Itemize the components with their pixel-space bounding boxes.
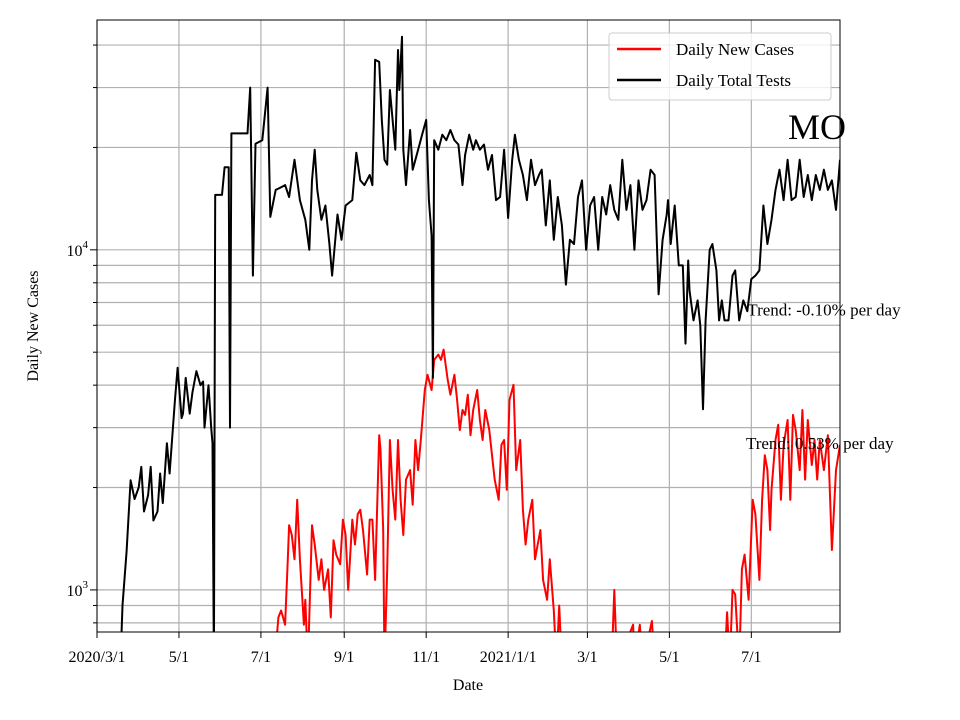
x-tick-label: 2021/1/1 xyxy=(480,649,537,666)
x-tick-label: 3/1 xyxy=(577,649,597,666)
chart-annotation-title: MO xyxy=(788,107,846,147)
x-tick-label: 2020/3/1 xyxy=(69,649,126,666)
legend-label-cases: Daily New Cases xyxy=(676,40,794,59)
legend-box xyxy=(608,32,832,101)
y-axis-label: Daily New Cases xyxy=(25,270,42,381)
plot-frame xyxy=(96,19,841,633)
x-axis-label: Date xyxy=(453,677,483,694)
series-line-daily-total-tests xyxy=(120,35,840,632)
trend-annotation: Trend: -0.10% per day xyxy=(747,301,901,320)
y-tick-label: 104 xyxy=(67,239,89,260)
x-tick-label: 7/1 xyxy=(251,649,271,666)
legend-label-tests: Daily Total Tests xyxy=(676,71,791,90)
trend-annotations: Trend: -0.10% per day Trend: 0.53% per da… xyxy=(746,301,901,453)
x-tick-label: 9/1 xyxy=(334,649,354,666)
grid xyxy=(96,20,840,632)
series-line-daily-new-cases xyxy=(276,348,840,632)
legend: Daily New Cases Daily Total Tests xyxy=(608,32,832,101)
x-tick-label: 5/1 xyxy=(169,649,189,666)
x-tick-label: 7/1 xyxy=(741,649,761,666)
axis-ticks: 103 104 2020/3/1 5/1 7/1 9/1 11/1 2021/1/1 3/1 5/… xyxy=(67,44,762,666)
x-tick-label: 5/1 xyxy=(659,649,679,666)
x-tick-label: 11/1 xyxy=(412,649,440,666)
y-tick-label: 103 xyxy=(67,579,89,600)
series-lines xyxy=(120,35,840,632)
trend-annotation: Trend: 0.53% per day xyxy=(746,434,894,453)
